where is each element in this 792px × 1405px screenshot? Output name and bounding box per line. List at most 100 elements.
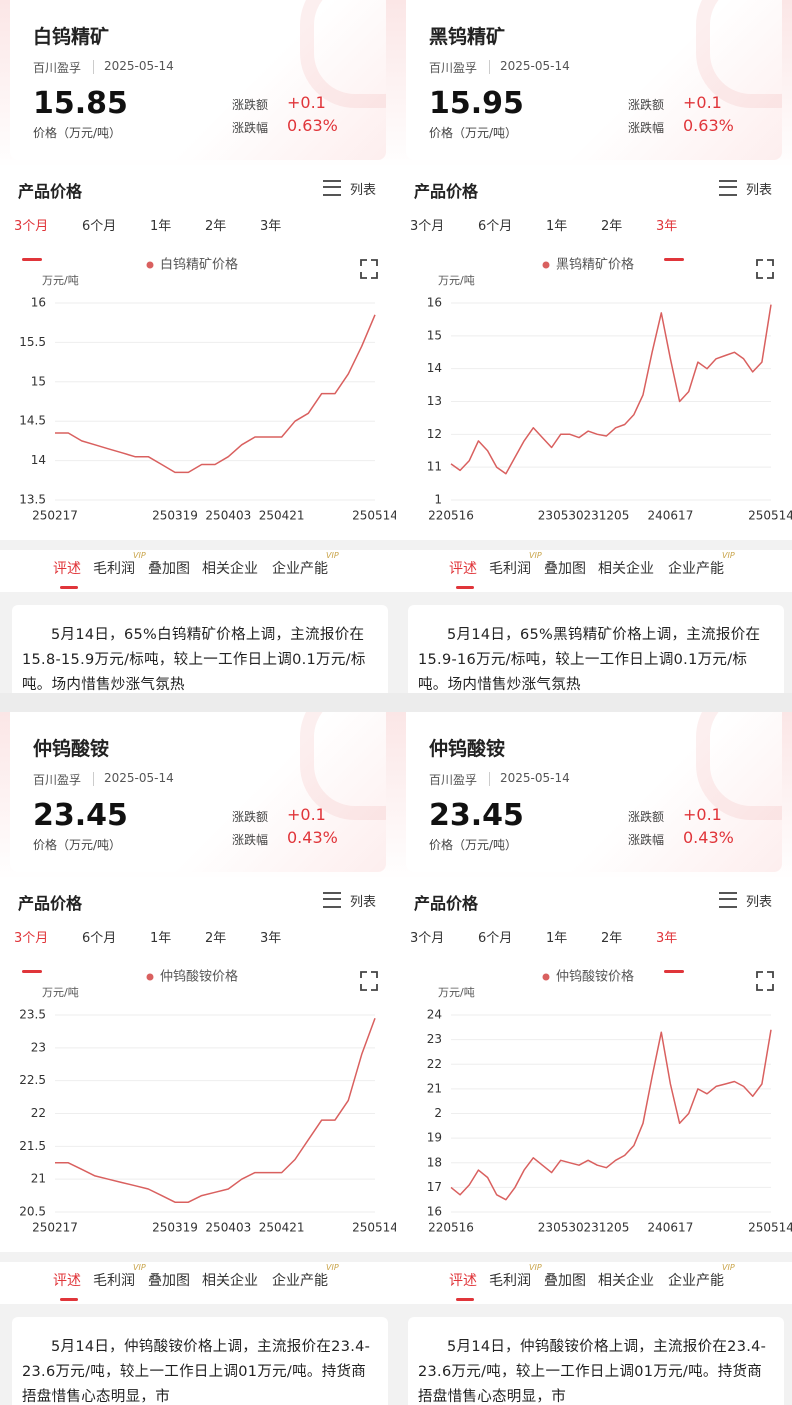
detail-tab[interactable]: 毛利润 (489, 561, 531, 577)
detail-tab[interactable]: 企业产能 (272, 561, 328, 577)
range-tab[interactable]: 3年 (260, 931, 282, 946)
detail-tab[interactable]: 相关企业 (202, 561, 258, 577)
x-tick-label: 220516 (428, 1221, 474, 1235)
legend-label: 仲钨酸铵价格 (160, 969, 238, 985)
list-label[interactable]: 列表 (746, 895, 773, 910)
detail-tab[interactable]: 评述 (449, 1273, 477, 1289)
list-label[interactable]: 列表 (350, 895, 377, 910)
title: 黑钨精矿 (429, 26, 506, 48)
tab-underline (456, 1298, 474, 1301)
list-icon-mid (719, 898, 737, 900)
range-tab[interactable]: 6个月 (478, 219, 513, 234)
gap-strip (396, 1252, 792, 1262)
x-tick-label: 250421 (259, 1221, 305, 1235)
x-tick-label: 250514 (748, 509, 792, 523)
y-tick-label: 21 (427, 1081, 442, 1095)
tabs-row (396, 1262, 792, 1304)
range-tab[interactable]: 2年 (205, 219, 227, 234)
range-tab[interactable]: 1年 (150, 931, 172, 946)
gap-strip (0, 540, 396, 550)
range-tab[interactable]: 1年 (546, 931, 568, 946)
detail-tab[interactable]: 企业产能 (272, 1273, 328, 1289)
detail-tab[interactable]: 毛利润 (489, 1273, 531, 1289)
y-tick-label: 23 (427, 1032, 442, 1046)
price-card (406, 712, 782, 872)
legend-marker (146, 973, 154, 981)
range-underline (664, 970, 684, 973)
range-tab[interactable]: 3个月 (14, 931, 49, 946)
source: 百川盈孚 (429, 773, 478, 787)
detail-tab[interactable]: 相关企业 (598, 561, 654, 577)
change-value: +0.1 (287, 93, 326, 112)
separator (93, 60, 94, 74)
range-tab[interactable]: 6个月 (82, 931, 117, 946)
y-tick-label: 15 (31, 374, 46, 388)
list-icon[interactable] (323, 180, 341, 196)
range-tab[interactable]: 1年 (546, 219, 568, 234)
x-tick-label: 250403 (205, 1221, 251, 1235)
y-tick-label: 11 (427, 460, 442, 474)
card-decoration (300, 0, 386, 108)
gap-strip (0, 1252, 396, 1262)
detail-tab[interactable]: 评述 (53, 561, 81, 577)
range-tab[interactable]: 3个月 (410, 931, 445, 946)
list-icon[interactable] (719, 892, 737, 908)
list-label[interactable]: 列表 (746, 183, 773, 198)
range-tab[interactable]: 6个月 (478, 931, 513, 946)
range-tab[interactable]: 3年 (656, 931, 678, 946)
range-tab[interactable]: 3年 (656, 219, 678, 234)
chart-section (0, 165, 396, 540)
list-icon[interactable] (719, 180, 737, 196)
separator (93, 772, 94, 786)
card-decoration (696, 712, 782, 820)
range-tab[interactable]: 2年 (601, 931, 623, 946)
y-tick-label: 14 (427, 361, 442, 375)
range-tab[interactable]: 2年 (601, 219, 623, 234)
detail-tab[interactable]: 相关企业 (202, 1273, 258, 1289)
panel: 仲钨酸铵 百川盈孚 2025-05-14 23.45 价格（万元/吨） 涨跌额 +0.1 涨跌… (396, 712, 792, 1405)
detail-tab[interactable]: 叠加图 (148, 561, 190, 577)
list-icon[interactable] (323, 892, 341, 908)
range-tab[interactable]: 1年 (150, 219, 172, 234)
range-tab[interactable]: 6个月 (82, 219, 117, 234)
range-tab[interactable]: 2年 (205, 931, 227, 946)
detail-tab[interactable]: 叠加图 (544, 1273, 586, 1289)
detail-tab[interactable]: 毛利润 (93, 1273, 135, 1289)
change-value: +0.1 (683, 805, 722, 824)
detail-tab[interactable]: 企业产能 (668, 561, 724, 577)
y-tick-label: 24 (427, 1008, 442, 1022)
y-tick-label: 15 (427, 328, 442, 342)
change-value: +0.1 (683, 93, 722, 112)
tabs-row (396, 550, 792, 592)
legend-label: 仲钨酸铵价格 (556, 969, 634, 985)
x-tick-label: 240617 (648, 509, 694, 523)
range-tab[interactable]: 3个月 (14, 219, 49, 234)
detail-tab[interactable]: 毛利润 (93, 561, 135, 577)
detail-tab[interactable]: 评述 (449, 561, 477, 577)
y-tick-label: 16 (427, 296, 442, 310)
title: 仲钨酸铵 (429, 738, 506, 760)
detail-tab[interactable]: 叠加图 (148, 1273, 190, 1289)
legend-label: 白钨精矿价格 (160, 257, 238, 273)
y-tick-label: 16 (31, 296, 46, 310)
separator (489, 772, 490, 786)
y-tick-label: 13 (427, 394, 442, 408)
section-title: 产品价格 (18, 182, 83, 201)
range-tab[interactable]: 3个月 (410, 219, 445, 234)
chart-section (0, 877, 396, 1252)
detail-tab[interactable]: 评述 (53, 1273, 81, 1289)
legend-label: 黑钨精矿价格 (556, 257, 634, 273)
list-label[interactable]: 列表 (350, 183, 377, 198)
y-tick-label: 23.5 (19, 1008, 46, 1022)
detail-tab[interactable]: 叠加图 (544, 561, 586, 577)
description: 5月14日，仲钨酸铵价格上调，主流报价在23.4-23.6万元/吨，较上一工作日… (12, 1317, 388, 1405)
tab-underline (60, 586, 78, 589)
vip-badge: VIP (133, 551, 146, 560)
detail-tab[interactable]: 企业产能 (668, 1273, 724, 1289)
tabs-row (0, 550, 396, 592)
y-tick-label: 18 (427, 1155, 442, 1169)
detail-tab[interactable]: 相关企业 (598, 1273, 654, 1289)
section-title: 产品价格 (414, 182, 479, 201)
pct-value: 0.63% (683, 116, 734, 135)
range-tab[interactable]: 3年 (260, 219, 282, 234)
